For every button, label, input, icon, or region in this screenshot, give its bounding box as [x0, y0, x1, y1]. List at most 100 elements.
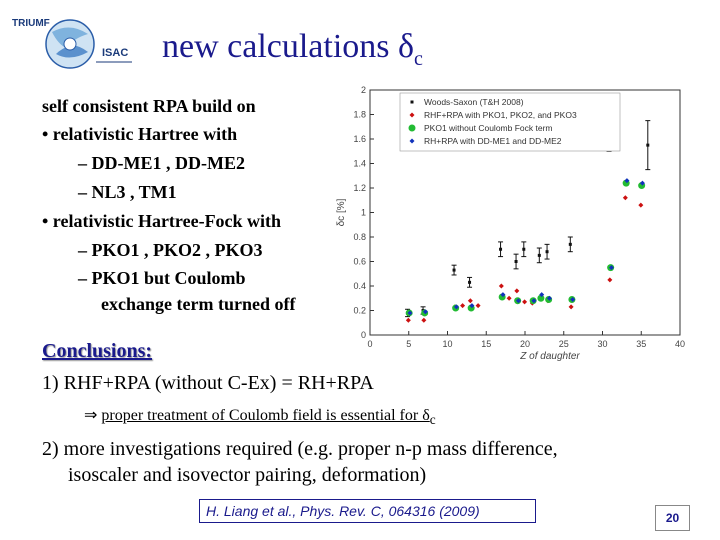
series-3-point-0: [407, 310, 413, 316]
series-0-marker-3: [468, 280, 472, 284]
series-0-point-6: [521, 241, 527, 258]
implication-subscript: c: [429, 412, 436, 428]
slide-title: new calculations δc: [162, 28, 423, 71]
sub-item-pko: – PKO1 , PKO2 , PKO3: [78, 240, 263, 260]
conclusion-2-line-1: 2) more investigations required (e.g. pr…: [42, 438, 558, 460]
bullet-relativistic-hartree-fock: • relativistic Hartree-Fock with: [42, 211, 282, 231]
series-3-point-6: [531, 298, 537, 304]
page-number: 20: [655, 505, 690, 531]
series-1-point-9: [522, 299, 528, 305]
legend-marker-1: [409, 112, 415, 118]
x-tick-label-7: 35: [636, 339, 646, 349]
y-tick-label-5: 1: [361, 208, 366, 218]
legend-marker-3: [409, 138, 415, 144]
series-3-point-4: [500, 292, 506, 298]
delta-c-scatter-plot: 0 5 10 15 20 25 30 35 40 0 0.2 0.4 0.6 0.8 1 1.2 1.4 1.6 1…: [336, 85, 685, 362]
series-1-point-16: [638, 202, 644, 208]
reference-box: H. Liang et al., Phys. Rev. C, 064316 (2…: [199, 499, 536, 523]
x-tick-label-2: 10: [442, 339, 452, 349]
y-tick-label-8: 1.6: [353, 134, 366, 144]
x-tick-label-4: 20: [520, 339, 530, 349]
y-tick-label-1: 0.2: [353, 306, 366, 316]
y-tick-label-9: 1.8: [353, 110, 366, 120]
implication-text: proper treatment of Coulomb field is ess…: [101, 407, 430, 424]
logo-globe-icon: [45, 19, 95, 69]
series-1-point-8: [514, 288, 520, 294]
x-tick-label-6: 30: [597, 339, 607, 349]
series-3-point-11: [624, 178, 630, 184]
plot-marks: [405, 101, 651, 323]
series-0-point-8: [544, 243, 550, 260]
series-0-marker-9: [568, 242, 572, 246]
series-0-point-5: [513, 253, 519, 270]
series-0-point-11: [645, 120, 651, 171]
series-0-marker-11: [646, 143, 650, 147]
y-axis-label: δc [%]: [336, 198, 347, 226]
legend-label-2: PKO1 without Coulomb Fock term: [424, 123, 553, 133]
series-0-marker-8: [545, 250, 549, 254]
conclusion-1-implication: ⇒ proper treatment of Coulomb field is e…: [84, 405, 436, 428]
series-3-point-5: [515, 298, 521, 304]
series-1-point-1: [421, 317, 427, 323]
legend-label-0: Woods-Saxon (T&H 2008): [424, 97, 524, 107]
series-1-point-7: [506, 295, 512, 301]
implies-icon: ⇒: [84, 407, 98, 424]
plot-legend: Woods-Saxon (T&H 2008) RHF+RPA with PKO1,…: [399, 92, 621, 152]
legend-box: [399, 92, 621, 152]
legend-marker-0: [410, 100, 414, 104]
conclusions-heading: Conclusions:: [42, 340, 153, 362]
series-0-point-2: [451, 264, 457, 276]
legend-label-1: RHF+RPA with PKO1, PKO2, and PKO3: [424, 110, 577, 120]
logo-text-isac: ISAC: [102, 47, 128, 59]
series-0-marker-5: [514, 260, 518, 263]
y-tick-label-6: 1.2: [353, 183, 366, 193]
series-0-marker-2: [452, 268, 456, 272]
series-1-point-0: [405, 317, 411, 323]
title-text: new calculations δ: [162, 28, 415, 65]
triumf-isac-logo: TRIUMF ISAC: [12, 18, 132, 69]
y-tick-label-4: 0.8: [353, 232, 366, 242]
y-tick-label-7: 1.4: [353, 159, 366, 169]
intro-line: self consistent RPA build on: [42, 96, 256, 116]
series-3-point-8: [546, 295, 552, 301]
series-0-marker-4: [499, 247, 503, 251]
x-tick-label-5: 25: [559, 339, 569, 349]
series-3-point-1: [422, 309, 428, 315]
series-1-point-4: [467, 298, 473, 304]
series-0-point-3: [467, 276, 473, 288]
series-0-marker-7: [537, 253, 541, 257]
series-0-marker-6: [522, 247, 526, 251]
y-tick-label-0: 0: [361, 330, 366, 340]
series-3-point-9: [570, 296, 576, 302]
series-1-point-15: [622, 195, 628, 201]
title-subscript: c: [414, 47, 423, 70]
series-3-point-10: [608, 265, 614, 271]
series-3-point-12: [639, 180, 645, 186]
series-1-point-14: [607, 277, 613, 283]
series-0-point-9: [567, 236, 573, 253]
y-tick-label-3: 0.6: [353, 257, 366, 267]
series-2-point-7: [537, 294, 545, 302]
bullet-relativistic-hartree: • relativistic Hartree with: [42, 124, 238, 144]
sub-item-pko1-coulomb: – PKO1 but Coulomb: [78, 268, 246, 288]
x-tick-label-8: 40: [675, 339, 685, 349]
conclusion-2-line-2: isoscaler and isovector pairing, deforma…: [68, 464, 427, 486]
series-3-point-3: [469, 303, 475, 309]
series-3-point-2: [453, 304, 459, 310]
legend-marker-2: [408, 124, 416, 132]
y-tick-label-2: 0.4: [353, 281, 366, 291]
x-axis-label: Z of daughter: [519, 351, 580, 362]
logo-text-triumf: TRIUMF: [12, 18, 50, 29]
series-0-point-7: [536, 247, 542, 264]
x-tick-label-1: 5: [406, 339, 411, 349]
series-0-point-4: [498, 241, 504, 258]
conclusion-1: 1) RHF+RPA (without C-Ex) = RH+RPA: [42, 372, 374, 394]
x-tick-label-0: 0: [367, 339, 372, 349]
sub-item-dd-me: – DD-ME1 , DD-ME2: [78, 153, 245, 173]
series-1-point-13: [568, 304, 574, 310]
sub-item-nl3-tm1: – NL3 , TM1: [78, 182, 177, 202]
series-1-point-6: [498, 283, 504, 289]
y-tick-label-10: 2: [361, 85, 366, 95]
series-1-point-3: [460, 303, 466, 309]
plot-axes: 0 5 10 15 20 25 30 35 40 0 0.2 0.4 0.6 0.8 1 1.2 1.4 1.6 1…: [336, 85, 685, 362]
